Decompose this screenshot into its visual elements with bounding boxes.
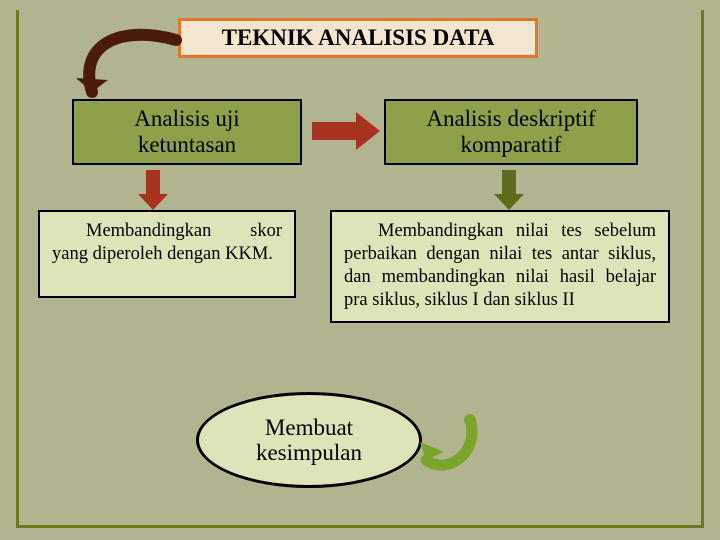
curl-near-ellipse — [420, 414, 476, 465]
arrow-left-to-right — [312, 112, 380, 150]
title-box: TEKNIK ANALISIS DATA — [178, 18, 538, 58]
ellipse-kesimpulan: Membuatkesimpulan — [196, 392, 422, 488]
box-kkm-text: Membandingkan skor yang diperoleh dengan… — [52, 221, 282, 264]
box-analisis-uji-label: Analisis ujiketuntasan — [134, 106, 239, 159]
box-analisis-uji: Analisis ujiketuntasan — [72, 99, 302, 165]
ellipse-kesimpulan-label: Membuatkesimpulan — [256, 415, 362, 466]
arrow-title-to-left — [76, 35, 176, 92]
box-membandingkan-siklus: Membandingkan nilai tes sebelum perbaika… — [330, 210, 670, 323]
box-analisis-deskriptif: Analisis deskriptifkomparatif — [384, 99, 638, 165]
ellipse-kesimpulan-wrap: Membuatkesimpulan — [196, 392, 422, 488]
arrow-right-down — [494, 170, 524, 210]
box-siklus-text: Membandingkan nilai tes sebelum perbaika… — [344, 221, 656, 310]
box-analisis-deskriptif-label: Analisis deskriptifkomparatif — [426, 106, 595, 159]
box-membandingkan-kkm: Membandingkan skor yang diperoleh dengan… — [38, 210, 296, 298]
arrow-left-down — [138, 170, 168, 210]
title-text: TEKNIK ANALISIS DATA — [222, 25, 495, 51]
